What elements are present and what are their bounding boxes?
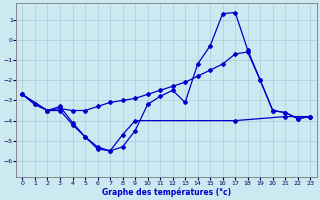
X-axis label: Graphe des températures (°c): Graphe des températures (°c) bbox=[102, 187, 231, 197]
